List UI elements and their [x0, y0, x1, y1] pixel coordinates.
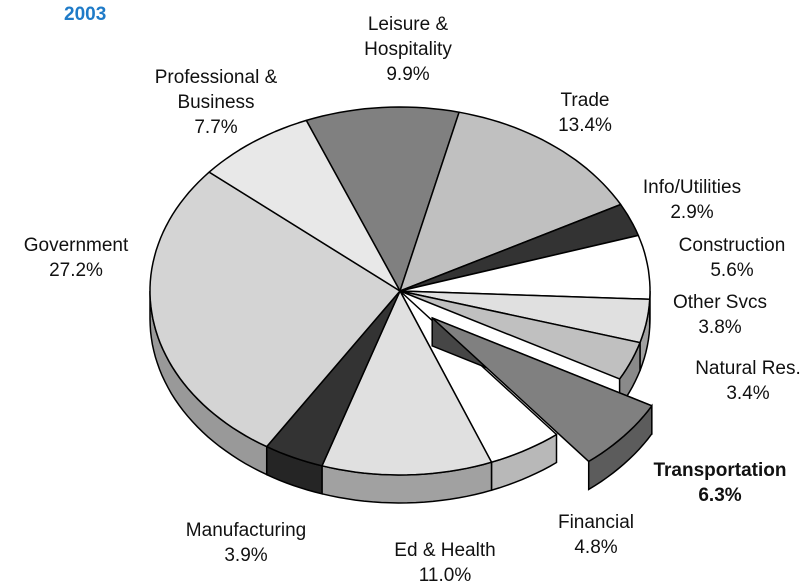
slice-name: Construction	[678, 235, 786, 256]
slice-name: Leisure & Hospitality	[364, 14, 452, 60]
slice-value: 9.9%	[386, 64, 430, 85]
slice-name: Trade	[560, 90, 610, 111]
slice-label: Trade 13.4%	[525, 88, 645, 138]
slice-name: Transportation	[653, 460, 787, 481]
slice-label: Natural Res. 3.4%	[663, 356, 809, 406]
slice-label: Government 27.2%	[1, 233, 151, 283]
slice-value: 6.3%	[698, 485, 742, 506]
slice-value: 7.7%	[194, 117, 238, 138]
slice	[208, 119, 401, 292]
slice-value: 13.4%	[558, 115, 612, 136]
slice-name: Natural Res.	[695, 358, 801, 379]
slice-value: 4.8%	[574, 537, 618, 558]
slice-value: 27.2%	[49, 260, 103, 281]
slice-value: 2.9%	[670, 202, 714, 223]
slice-label: Info/Utilities 2.9%	[612, 175, 772, 225]
slice-label: Ed & Health 11.0%	[375, 538, 515, 588]
slice	[321, 290, 493, 476]
slice-name: Manufacturing	[185, 520, 307, 541]
slice-name: Info/Utilities	[642, 177, 742, 198]
slice-value: 3.9%	[224, 545, 268, 566]
slice-name: Ed & Health	[394, 540, 496, 561]
slice-name: Professional & Business	[154, 67, 278, 113]
slice	[399, 111, 622, 292]
slice	[399, 234, 651, 301]
slice-label: Financial 4.8%	[526, 510, 666, 560]
slice-label: Leisure & Hospitality 9.9%	[351, 12, 466, 87]
slice-value: 5.6%	[710, 260, 754, 281]
slice-label: Other Svcs 3.8%	[650, 290, 790, 340]
slice-name: Government	[23, 235, 129, 256]
slice	[149, 171, 401, 448]
slice-label: Construction 5.6%	[652, 233, 809, 283]
slice	[431, 317, 653, 463]
chart-title: 2003	[64, 4, 107, 25]
slice	[305, 106, 460, 292]
slice-value: 11.0%	[418, 565, 472, 586]
slice-label: Transportation 6.3%	[630, 458, 809, 508]
slice	[399, 290, 641, 380]
slice-label: Professional & Business 7.7%	[131, 65, 301, 140]
slice-name: Financial	[557, 512, 635, 533]
slice-name: Other Svcs	[673, 292, 767, 313]
slice	[399, 203, 640, 292]
slice-label: Manufacturing 3.9%	[156, 518, 336, 568]
slice-value: 3.4%	[726, 383, 770, 404]
slice-value: 3.8%	[698, 317, 742, 338]
slice	[265, 290, 401, 467]
